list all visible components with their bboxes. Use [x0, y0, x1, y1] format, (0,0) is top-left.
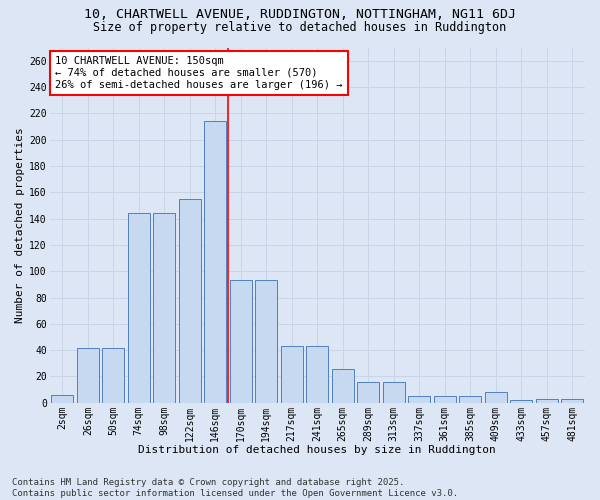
Bar [562, 399, 583, 403]
Bar [230, 280, 251, 403]
Text: 10 CHARTWELL AVENUE: 150sqm
← 74% of detached houses are smaller (570)
26% of se: 10 CHARTWELL AVENUE: 150sqm ← 74% of det… [55, 56, 343, 90]
Bar [154, 214, 175, 403]
X-axis label: Distribution of detached houses by size in Ruddington: Distribution of detached houses by size … [139, 445, 496, 455]
Bar [485, 392, 506, 403]
Bar [536, 399, 557, 403]
Bar [307, 346, 328, 403]
Bar [281, 346, 302, 403]
Bar [77, 348, 98, 403]
Bar [434, 396, 455, 403]
Bar [358, 382, 379, 403]
Bar [52, 395, 73, 403]
Bar [511, 400, 532, 403]
Bar [103, 348, 124, 403]
Y-axis label: Number of detached properties: Number of detached properties [15, 128, 25, 323]
Bar [460, 396, 481, 403]
Bar [179, 199, 200, 403]
Bar [383, 382, 404, 403]
Text: Size of property relative to detached houses in Ruddington: Size of property relative to detached ho… [94, 21, 506, 34]
Bar [205, 121, 226, 403]
Bar [128, 214, 149, 403]
Bar [256, 280, 277, 403]
Bar [409, 396, 430, 403]
Text: Contains HM Land Registry data © Crown copyright and database right 2025.
Contai: Contains HM Land Registry data © Crown c… [12, 478, 458, 498]
Text: 10, CHARTWELL AVENUE, RUDDINGTON, NOTTINGHAM, NG11 6DJ: 10, CHARTWELL AVENUE, RUDDINGTON, NOTTIN… [84, 8, 516, 20]
Bar [332, 368, 353, 403]
